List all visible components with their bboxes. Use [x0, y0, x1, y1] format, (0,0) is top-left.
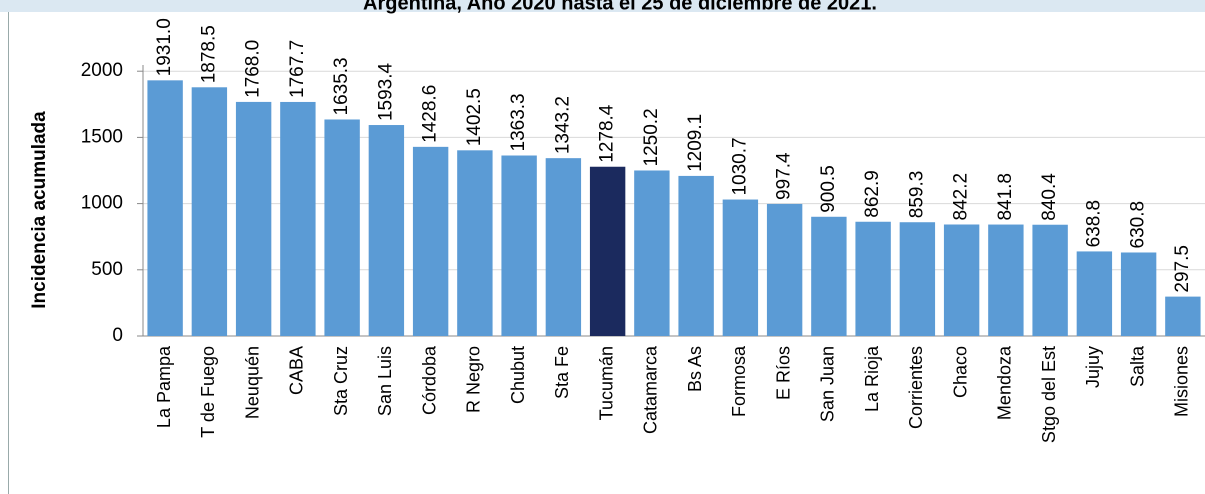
value-label: 1878.5 [198, 25, 219, 83]
bar [589, 166, 626, 336]
y-tick-label: 1000 [81, 193, 123, 214]
bar [943, 224, 980, 336]
bar [457, 150, 493, 336]
value-label: 1428.6 [420, 85, 441, 143]
x-tick-label: CABA [287, 346, 307, 395]
x-tick-label: Misiones [1172, 346, 1192, 417]
x-tick-label: Chubut [508, 346, 528, 404]
bar [1165, 296, 1201, 336]
value-label: 1402.5 [464, 88, 485, 146]
x-tick-label: Mendoza [995, 345, 1015, 420]
x-tick-label: T de Fuego [198, 346, 218, 438]
bar [368, 125, 405, 336]
x-tick-label: Salta [1127, 345, 1147, 387]
value-label: 1209.1 [685, 114, 706, 172]
value-label: 1030.7 [729, 137, 750, 195]
bar [412, 146, 449, 336]
y-axis-label: Incidencia acumulada [29, 111, 50, 309]
value-label: 1363.3 [508, 93, 529, 151]
x-tick-label: Catamarca [641, 345, 661, 434]
value-label: 862.9 [862, 170, 883, 218]
value-label: 1768.0 [243, 40, 264, 98]
x-tick-label: Chaco [950, 346, 970, 398]
y-tick-label: 0 [112, 325, 123, 346]
x-tick-label: Formosa [729, 345, 749, 417]
x-tick-label: R Negro [464, 346, 484, 413]
bar [280, 101, 316, 337]
x-tick-label: Corrientes [906, 346, 926, 429]
x-tick-label: San Juan [818, 346, 838, 422]
y-tick-label: 2000 [81, 60, 123, 81]
bar [988, 224, 1024, 336]
x-tick-label: Neuquén [242, 346, 262, 419]
bar [678, 175, 714, 336]
x-tick-label: La Rioja [862, 345, 882, 412]
x-tick-label: Tucumán [596, 346, 616, 420]
bar [899, 222, 936, 336]
bar [147, 80, 183, 336]
value-label: 1343.2 [552, 96, 573, 154]
bar [855, 221, 891, 336]
value-label: 841.8 [995, 173, 1016, 221]
x-tick-label: E Ríos [773, 346, 793, 400]
value-label: 1931.0 [154, 18, 175, 76]
x-tick-label: Córdoba [419, 345, 439, 415]
value-label: 1593.4 [375, 62, 396, 121]
y-tick-label: 1500 [81, 126, 123, 147]
x-tick-label: Sta Fe [552, 346, 572, 399]
value-label: 1278.4 [597, 104, 618, 163]
bar [1076, 251, 1113, 336]
bar [191, 87, 228, 337]
bar [722, 199, 759, 336]
value-label: 1767.7 [287, 40, 308, 98]
chart-title: Argentina, Año 2020 hasta el 25 de dicie… [363, 0, 877, 14]
value-label: 630.8 [1128, 201, 1149, 249]
bar [545, 158, 582, 336]
value-label: 900.5 [818, 165, 839, 213]
value-label: 1250.2 [641, 108, 662, 166]
bar [811, 216, 847, 336]
bar [1032, 224, 1068, 336]
bar [324, 119, 360, 336]
bar [501, 155, 537, 336]
value-label: 997.4 [774, 152, 795, 200]
x-tick-label: La Pampa [154, 345, 174, 428]
bar [766, 203, 803, 336]
bar [1120, 252, 1157, 336]
x-tick-label: Stgo del Est [1039, 346, 1059, 443]
bar [634, 170, 670, 336]
value-label: 638.8 [1083, 200, 1104, 248]
x-tick-label: Bs As [685, 346, 705, 392]
x-tick-label: Jujuy [1083, 346, 1103, 388]
x-tick-label: San Luis [375, 346, 395, 416]
bar [235, 101, 272, 336]
value-label: 842.2 [951, 173, 972, 221]
x-tick-label: Sta Cruz [331, 346, 351, 416]
value-label: 859.3 [906, 171, 927, 219]
value-label: 297.5 [1172, 245, 1193, 293]
value-label: 840.4 [1039, 173, 1060, 221]
value-label: 1635.3 [331, 57, 352, 115]
header-band [0, 0, 1205, 12]
y-tick-label: 500 [91, 259, 123, 280]
